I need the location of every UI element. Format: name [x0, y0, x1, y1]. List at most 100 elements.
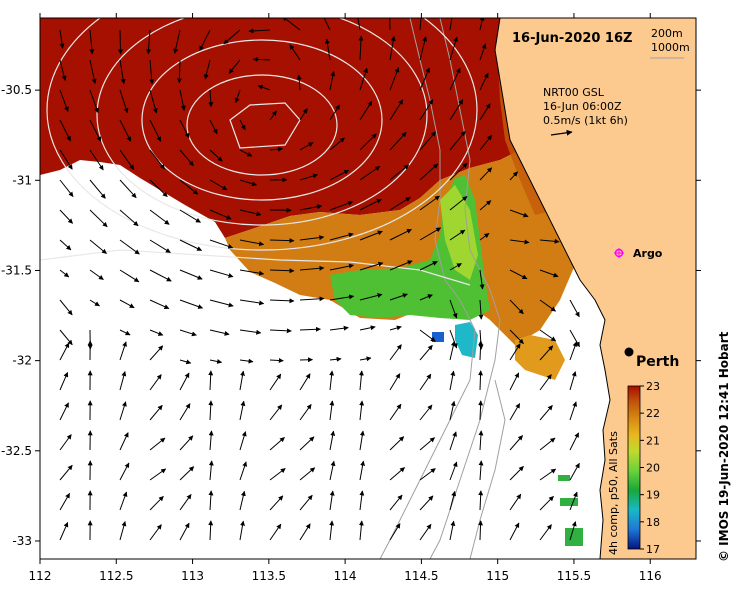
current-arrow — [228, 59, 241, 74]
contour-legend-1000m: 1000m — [651, 41, 690, 54]
current-arrow — [539, 405, 553, 421]
current-arrow — [419, 329, 436, 342]
x-tick-label: 115 — [486, 569, 509, 583]
current-arrow — [419, 404, 433, 421]
current-arrow — [149, 524, 162, 541]
current-arrow — [149, 119, 162, 142]
current-arrow — [479, 269, 485, 290]
current-arrow — [89, 149, 104, 171]
y-tick-label: -32.5 — [1, 444, 32, 458]
current-arrow — [359, 67, 368, 91]
current-arrow — [509, 343, 521, 361]
argo-label: Argo — [633, 247, 663, 260]
current-arrow — [119, 239, 140, 255]
current-arrow — [59, 29, 65, 49]
current-arrow — [478, 520, 484, 541]
current-arrow — [149, 468, 167, 481]
current-arrow — [299, 204, 323, 211]
current-arrow — [479, 167, 493, 181]
argo-float-marker[interactable] — [614, 248, 624, 258]
current-arrow — [208, 400, 214, 421]
current-arrow — [59, 209, 73, 224]
current-arrow — [509, 171, 518, 181]
y-tick-label: -30.5 — [1, 83, 32, 97]
current-arrow — [509, 269, 528, 280]
current-arrow — [203, 59, 211, 80]
colorbar-tick-label: 17 — [646, 543, 660, 556]
current-arrow — [179, 466, 195, 481]
current-arrow — [419, 468, 436, 481]
current-arrow — [329, 400, 335, 421]
temperature-colorbar — [627, 385, 641, 550]
current-arrow — [389, 373, 401, 391]
current-arrow — [209, 329, 230, 336]
current-legend-source: NRT00 GSL — [543, 86, 605, 99]
current-arrow — [59, 59, 67, 81]
current-arrow — [208, 370, 214, 391]
current-arrow — [299, 494, 313, 511]
current-arrow — [389, 494, 403, 511]
current-arrow — [359, 325, 376, 331]
colorbar-tick-label: 22 — [646, 407, 660, 420]
current-arrow — [59, 434, 72, 451]
current-arrow — [569, 432, 580, 451]
x-tick-label: 113 — [181, 569, 204, 583]
x-tick-label: 116 — [639, 569, 662, 583]
bathymetry-contours — [379, 18, 506, 559]
current-arrow — [299, 326, 321, 332]
current-arrow — [299, 467, 316, 481]
current-arrow — [329, 71, 336, 91]
current-arrow — [478, 430, 484, 451]
x-tick-label: 114 — [334, 569, 357, 583]
current-arrow — [59, 119, 71, 142]
current-arrow — [329, 325, 349, 331]
current-arrow — [419, 67, 430, 91]
current-arrow — [539, 468, 557, 481]
current-arrow — [179, 522, 190, 541]
current-arrow — [209, 119, 218, 135]
current-arrow — [509, 299, 524, 315]
current-arrow — [269, 110, 277, 121]
current-arrow — [329, 137, 345, 151]
perth-marker[interactable] — [624, 347, 634, 357]
current-arrow — [329, 370, 335, 391]
current-arrow — [179, 435, 194, 451]
current-arrow — [539, 374, 552, 391]
current-arrow — [329, 169, 350, 181]
land-australia — [494, 18, 696, 559]
current-arrow — [449, 18, 453, 31]
current-arrow — [419, 163, 439, 181]
current-arrow — [299, 403, 312, 421]
current-arrow — [239, 358, 254, 364]
current-arrow — [89, 209, 108, 228]
current-arrow — [539, 238, 560, 244]
sst-orange-region — [225, 18, 575, 345]
current-arrow — [239, 239, 265, 247]
current-arrow — [208, 89, 214, 108]
current-arrow — [59, 492, 71, 511]
current-arrow — [359, 400, 365, 421]
current-arrow — [509, 329, 524, 344]
map-date-title: 16-Jun-2020 16Z — [512, 31, 632, 46]
current-arrow — [569, 371, 577, 391]
current-arrow — [119, 119, 132, 142]
current-arrow — [419, 373, 432, 391]
current-arrow — [359, 100, 373, 121]
current-arrow — [149, 59, 155, 85]
current-arrow — [389, 18, 391, 31]
current-arrow — [59, 179, 74, 197]
current-arrow — [234, 89, 241, 104]
current-arrow — [149, 404, 163, 421]
current-arrow — [478, 400, 484, 421]
current-arrow — [119, 521, 127, 541]
current-arrow — [119, 89, 129, 114]
current-arrow — [509, 466, 524, 481]
current-arrow — [329, 356, 342, 362]
current-arrow — [149, 239, 171, 254]
current-arrow — [389, 164, 410, 181]
colorbar-tick-label: 23 — [646, 380, 660, 393]
current-arrow — [149, 299, 170, 310]
current-arrow — [239, 119, 246, 131]
current-legend-arrow — [550, 129, 573, 136]
current-legend-time: 16-Jun 06:00Z — [543, 100, 622, 113]
